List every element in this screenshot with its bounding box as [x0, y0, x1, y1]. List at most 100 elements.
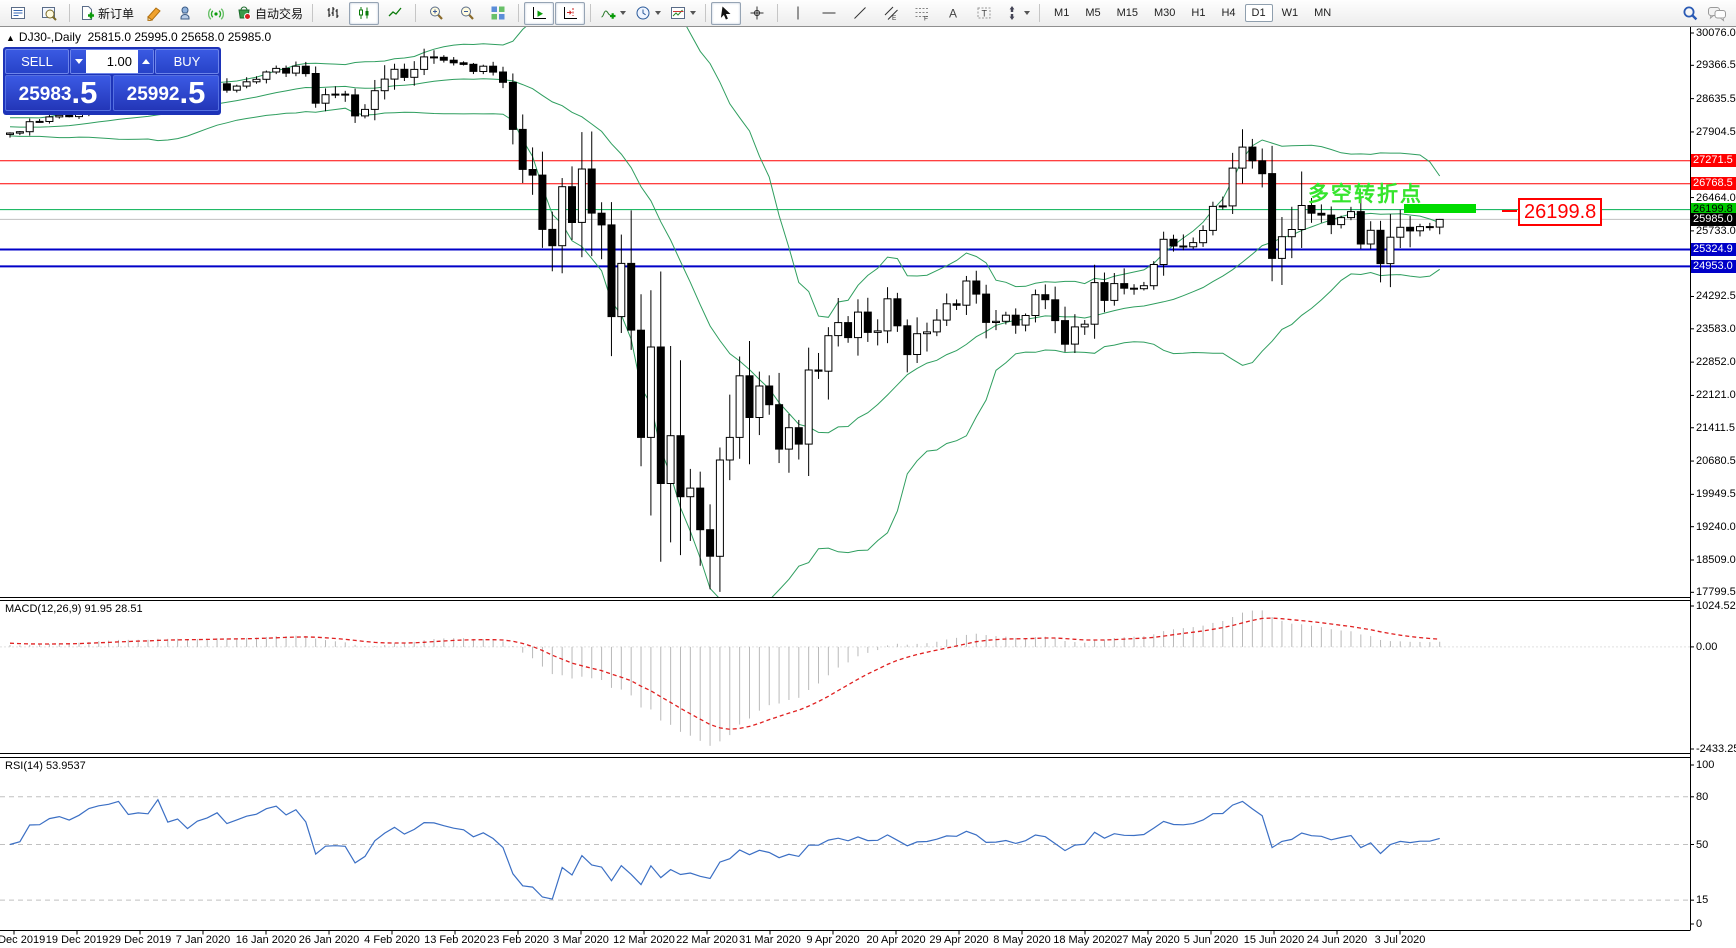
price-line-label: 26199.8	[1691, 203, 1736, 217]
timeframe-mn[interactable]: MN	[1314, 7, 1332, 19]
date-label: 24 Jun 2020	[1306, 934, 1368, 946]
periods-button[interactable]	[631, 2, 665, 25]
collapse-marker-icon: ▲	[6, 33, 15, 43]
line-chart-mode-button[interactable]	[380, 2, 410, 25]
tile-windows-button[interactable]	[483, 2, 513, 25]
rsi-axis-label: 0	[1696, 918, 1703, 930]
price-line-label: 26768.5	[1691, 177, 1736, 191]
auto-scroll-icon	[533, 7, 547, 19]
price-tick-label: 19949.5	[1696, 488, 1736, 501]
new-order-icon	[82, 6, 94, 20]
date-label: 9 Apr 2020	[806, 934, 860, 946]
arrows-tool-button[interactable]	[1000, 2, 1034, 25]
date-label: 29 Apr 2020	[929, 934, 989, 946]
turning-point-annotation[interactable]: 多空转折点	[1308, 183, 1423, 206]
main-toolbar: 新订单 自动交易	[0, 0, 1736, 27]
price-tick-label: 29366.5	[1696, 59, 1736, 72]
up-arrow-icon	[141, 59, 150, 64]
crosshair-tool-button[interactable]	[742, 2, 772, 25]
line-chart-icon	[388, 7, 402, 17]
tester-button[interactable]	[34, 2, 64, 25]
fibonacci-tool-button[interactable]: F	[907, 2, 937, 25]
new-order-button[interactable]: 新订单	[75, 2, 138, 25]
highlighter-icon	[147, 7, 161, 21]
buy-price[interactable]: 25992.5	[113, 75, 219, 111]
chat-icon[interactable]	[1707, 5, 1727, 22]
timeframe-w1[interactable]: W1	[1281, 7, 1299, 19]
price-tick-label: 22121.0	[1696, 389, 1736, 402]
dropdown-caret-icon	[690, 11, 697, 15]
svg-text:T: T	[982, 9, 988, 19]
date-label: 27 May 2020	[1116, 934, 1180, 946]
date-label: 16 Jan 2020	[235, 934, 297, 946]
timeframe-h1[interactable]: H1	[1191, 7, 1206, 19]
indicators-button[interactable]	[596, 2, 630, 25]
price-tick-label: 28635.5	[1696, 92, 1736, 105]
arrows-icon	[1009, 6, 1015, 20]
auto-scroll-button[interactable]	[524, 1, 555, 25]
chart-shift-button[interactable]	[555, 1, 586, 25]
symbol-timeframe: DJ30-,Daily	[18, 30, 81, 44]
trendline-tool-button[interactable]	[845, 2, 875, 25]
autotrade-label: 自动交易	[255, 6, 304, 21]
price-callout-label[interactable]: 26199.8	[1518, 198, 1603, 226]
highlight-tool-button[interactable]	[139, 2, 169, 25]
date-label: 10 Dec 2019	[0, 934, 46, 946]
workspace-button[interactable]	[3, 2, 33, 25]
candlestick-mode-button[interactable]	[349, 1, 380, 25]
cursor-icon	[720, 6, 731, 20]
timeframe-h4[interactable]: H4	[1221, 7, 1236, 19]
bar-chart-mode-button[interactable]	[318, 2, 348, 25]
macd-axis-label: 1024.52	[1696, 600, 1736, 612]
price-tick-label: 18509.0	[1696, 553, 1736, 566]
chart-plot-area[interactable]	[0, 26, 1690, 931]
timeframe-d1[interactable]: D1	[1244, 4, 1273, 22]
templates-button[interactable]	[666, 2, 700, 25]
date-label: 18 May 2020	[1053, 934, 1117, 946]
vertical-line-icon	[797, 6, 799, 20]
signals-button[interactable]	[201, 2, 231, 25]
toolbar-separator	[777, 4, 779, 22]
svg-text:F: F	[924, 16, 928, 22]
date-label: 22 Mar 2020	[676, 934, 738, 946]
autotrade-button[interactable]: 自动交易	[232, 2, 307, 25]
buy-price-frac: .5	[179, 75, 206, 110]
zoom-out-button[interactable]	[452, 2, 482, 25]
text-label-icon: T	[977, 7, 991, 19]
vertical-line-tool-button[interactable]	[783, 2, 813, 25]
text-label-tool-button[interactable]: T	[969, 2, 999, 25]
timeframe-m15[interactable]: M15	[1116, 7, 1138, 19]
window-magnifier-icon	[42, 7, 57, 21]
date-label: 7 Jan 2020	[175, 934, 231, 946]
date-label: 3 Mar 2020	[553, 934, 609, 946]
timeframe-m30[interactable]: M30	[1154, 7, 1176, 19]
indicators-icon	[601, 10, 616, 19]
expert-advisor-button[interactable]	[170, 2, 200, 25]
signal-icon	[208, 8, 225, 20]
price-tick-label: 17799.5	[1696, 586, 1736, 599]
timeframe-m5[interactable]: M5	[1085, 7, 1101, 19]
price-line-label: 25985.0	[1691, 212, 1736, 226]
workspace-icon	[11, 7, 25, 19]
bar-chart-icon	[327, 7, 339, 18]
volume-input[interactable]: 1.00	[86, 50, 138, 73]
date-label: 31 Mar 2020	[739, 934, 801, 946]
channel-tool-button[interactable]: E	[876, 2, 906, 25]
horizontal-line-tool-button[interactable]	[814, 2, 844, 25]
volume-increase-button[interactable]	[138, 50, 153, 73]
sell-price[interactable]: 25983.5	[5, 75, 111, 111]
down-arrow-icon	[74, 59, 83, 64]
expert-advisor-icon	[180, 6, 190, 20]
sell-button[interactable]: SELL	[5, 49, 69, 74]
dropdown-caret-icon	[1024, 11, 1031, 15]
price-tick-label: 20680.5	[1696, 455, 1736, 468]
timeframe-m1[interactable]: M1	[1054, 7, 1070, 19]
buy-button[interactable]: BUY	[155, 49, 219, 74]
zoom-in-button[interactable]	[421, 2, 451, 25]
toolbar-separator	[705, 4, 707, 22]
text-tool-button[interactable]: A	[938, 2, 968, 25]
cursor-tool-button[interactable]	[711, 1, 742, 25]
search-icon[interactable]	[1682, 5, 1699, 22]
volume-decrease-button[interactable]	[71, 50, 86, 73]
dropdown-caret-icon	[655, 11, 662, 15]
